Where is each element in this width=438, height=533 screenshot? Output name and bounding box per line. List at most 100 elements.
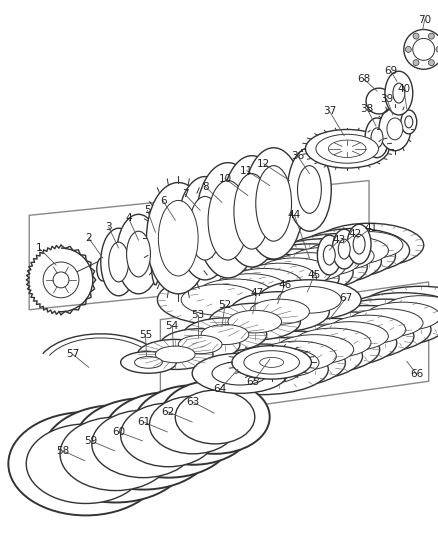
Text: 57: 57 [66, 350, 79, 359]
Ellipse shape [239, 348, 318, 378]
Ellipse shape [181, 284, 258, 316]
Ellipse shape [383, 296, 438, 324]
Ellipse shape [160, 329, 239, 360]
Text: 11: 11 [240, 166, 253, 175]
Ellipse shape [158, 200, 198, 276]
Ellipse shape [346, 224, 370, 264]
Ellipse shape [304, 305, 430, 353]
Ellipse shape [332, 229, 355, 269]
Ellipse shape [196, 279, 272, 310]
Ellipse shape [259, 358, 283, 367]
Ellipse shape [212, 274, 287, 304]
Ellipse shape [149, 396, 237, 454]
Ellipse shape [96, 257, 109, 281]
Text: 10: 10 [218, 174, 231, 183]
Text: 39: 39 [379, 94, 392, 104]
Ellipse shape [329, 315, 405, 344]
Ellipse shape [178, 335, 222, 354]
Ellipse shape [358, 286, 438, 333]
Ellipse shape [208, 181, 247, 260]
Text: 44: 44 [287, 211, 300, 220]
Ellipse shape [173, 270, 296, 319]
Ellipse shape [188, 264, 310, 313]
Text: 63: 63 [186, 397, 199, 407]
Ellipse shape [400, 110, 416, 134]
Ellipse shape [42, 405, 189, 503]
Text: 41: 41 [364, 223, 377, 233]
Ellipse shape [322, 299, 438, 347]
Ellipse shape [347, 309, 422, 337]
Ellipse shape [189, 197, 220, 260]
Ellipse shape [235, 249, 352, 296]
Text: 2: 2 [85, 233, 92, 243]
Ellipse shape [365, 302, 438, 330]
Text: 52: 52 [218, 300, 231, 310]
Ellipse shape [74, 398, 212, 490]
Ellipse shape [222, 156, 281, 267]
Ellipse shape [120, 352, 176, 373]
Text: 36: 36 [290, 151, 304, 161]
Text: 37: 37 [322, 106, 335, 116]
Ellipse shape [273, 253, 345, 281]
Ellipse shape [192, 353, 287, 393]
Text: 65: 65 [246, 377, 259, 387]
Text: 42: 42 [348, 229, 361, 239]
Ellipse shape [257, 280, 360, 320]
Ellipse shape [183, 318, 266, 351]
Ellipse shape [233, 174, 269, 249]
Ellipse shape [314, 223, 423, 267]
Ellipse shape [287, 148, 331, 231]
Text: 64: 64 [213, 384, 226, 394]
Text: 69: 69 [383, 66, 397, 76]
Text: 3: 3 [105, 222, 112, 232]
Text: 6: 6 [160, 197, 166, 206]
Ellipse shape [340, 293, 438, 340]
Ellipse shape [315, 134, 378, 163]
Ellipse shape [101, 228, 136, 296]
Ellipse shape [212, 361, 267, 385]
Ellipse shape [220, 254, 338, 302]
Circle shape [404, 46, 410, 52]
Ellipse shape [251, 244, 367, 290]
Ellipse shape [177, 176, 233, 280]
Circle shape [412, 60, 418, 66]
Ellipse shape [386, 118, 402, 140]
Ellipse shape [384, 71, 412, 115]
Ellipse shape [8, 412, 163, 515]
Circle shape [43, 262, 79, 298]
Ellipse shape [337, 239, 350, 259]
Ellipse shape [157, 274, 282, 325]
Ellipse shape [204, 260, 324, 308]
Ellipse shape [277, 286, 340, 313]
Ellipse shape [175, 390, 254, 444]
Ellipse shape [370, 128, 382, 148]
Ellipse shape [155, 346, 195, 363]
Text: 7: 7 [181, 189, 188, 199]
Circle shape [435, 46, 438, 52]
Ellipse shape [304, 242, 373, 270]
Text: 12: 12 [257, 159, 270, 168]
Ellipse shape [243, 351, 299, 374]
Text: 53: 53 [191, 310, 204, 320]
Ellipse shape [196, 163, 259, 278]
Ellipse shape [352, 234, 364, 254]
Ellipse shape [109, 242, 128, 282]
Ellipse shape [283, 179, 299, 214]
Ellipse shape [404, 116, 412, 128]
Ellipse shape [126, 231, 150, 277]
Circle shape [412, 38, 434, 60]
Ellipse shape [221, 354, 301, 384]
Circle shape [427, 60, 433, 66]
Ellipse shape [249, 299, 309, 324]
Text: 58: 58 [56, 446, 70, 456]
Ellipse shape [255, 166, 291, 241]
Ellipse shape [134, 357, 162, 368]
Ellipse shape [297, 166, 321, 213]
Text: 61: 61 [137, 417, 150, 427]
Text: 5: 5 [144, 205, 150, 215]
Text: 43: 43 [332, 235, 345, 245]
Ellipse shape [392, 83, 404, 103]
Ellipse shape [268, 318, 396, 367]
Text: 47: 47 [250, 288, 263, 298]
Circle shape [412, 33, 418, 39]
